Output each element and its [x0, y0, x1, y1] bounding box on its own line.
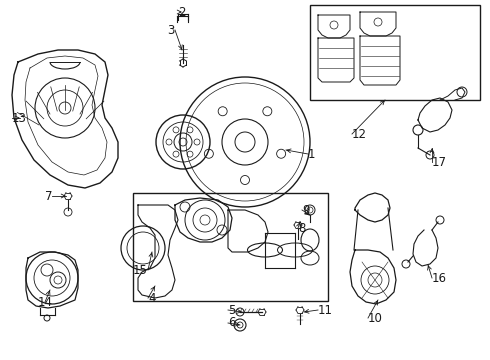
Text: 3: 3	[168, 23, 175, 36]
Text: 6: 6	[228, 316, 236, 329]
Text: 13: 13	[12, 112, 27, 125]
Text: 12: 12	[352, 127, 367, 140]
Text: 7: 7	[45, 189, 52, 202]
Text: 16: 16	[432, 271, 447, 284]
Text: 17: 17	[432, 156, 447, 168]
Text: 5: 5	[228, 303, 235, 316]
Text: 10: 10	[368, 311, 383, 324]
Text: 15: 15	[133, 264, 148, 276]
Text: 1: 1	[308, 148, 316, 161]
Text: 8: 8	[298, 221, 305, 234]
Text: 14: 14	[38, 296, 52, 309]
Bar	[133, 193, 328, 301]
Text: 11: 11	[318, 303, 333, 316]
Bar	[310, 5, 480, 100]
Text: 9: 9	[302, 203, 310, 216]
Text: 4: 4	[148, 292, 155, 305]
Text: 2: 2	[178, 5, 186, 18]
